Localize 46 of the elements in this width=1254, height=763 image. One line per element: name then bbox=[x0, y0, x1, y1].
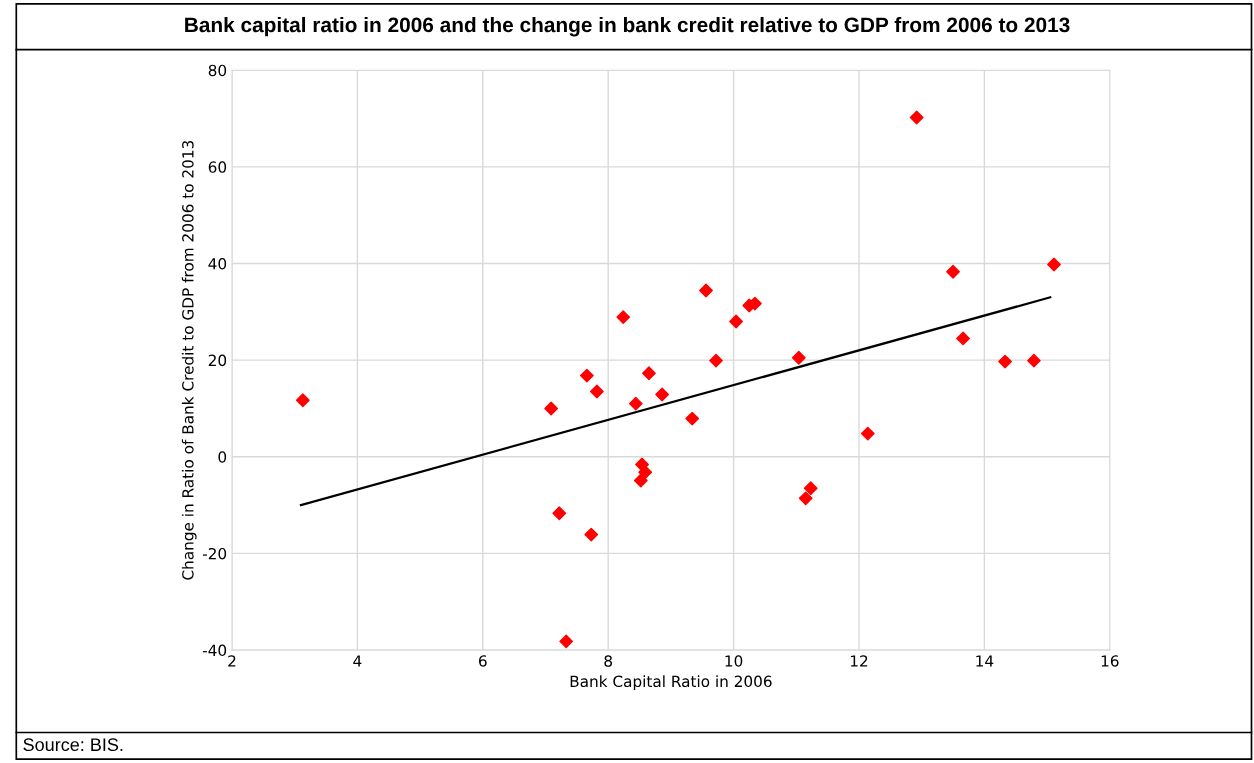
point bbox=[295, 393, 310, 408]
x-tick-label: 4 bbox=[353, 655, 362, 667]
point bbox=[638, 465, 653, 480]
y-axis-title: Change in Ratio of Bank Credit to GDP from 2006 to 2013 bbox=[181, 140, 197, 580]
point bbox=[946, 264, 960, 279]
point bbox=[633, 473, 648, 488]
x-axis-title: Bank Capital Ratio in 2006 bbox=[570, 675, 772, 691]
source-note: Source: BIS. bbox=[23, 738, 123, 752]
point bbox=[860, 426, 875, 441]
point bbox=[699, 283, 713, 298]
y-tick-label: 0 bbox=[218, 451, 227, 463]
y-tick-label: 40 bbox=[208, 257, 227, 270]
point bbox=[579, 368, 594, 383]
x-tick-label: 2 bbox=[228, 655, 236, 667]
point bbox=[803, 481, 818, 496]
y-tick-label: 80 bbox=[208, 64, 227, 77]
x-tick-label: 8 bbox=[604, 655, 612, 667]
point bbox=[1027, 353, 1041, 368]
x-tick-label: 12 bbox=[850, 655, 868, 667]
point bbox=[1047, 257, 1061, 272]
chart-title: Bank capital ratio in 2006 and the change in bank credit relative to GDP from 2006 to 2013 bbox=[185, 16, 1070, 37]
point bbox=[552, 506, 567, 521]
point bbox=[685, 411, 700, 426]
x-tick-label: 14 bbox=[976, 655, 994, 667]
y-tick-label: -20 bbox=[202, 547, 227, 560]
point bbox=[628, 396, 643, 411]
point bbox=[559, 634, 574, 649]
point bbox=[729, 314, 744, 329]
point bbox=[616, 310, 631, 325]
y-tick-label: 20 bbox=[208, 354, 227, 367]
point bbox=[798, 491, 813, 506]
x-tick-label: 16 bbox=[1101, 655, 1119, 667]
point bbox=[998, 354, 1012, 369]
x-tick-label: 10 bbox=[725, 655, 743, 667]
y-tick-label: 60 bbox=[208, 161, 227, 173]
point bbox=[791, 350, 806, 365]
point bbox=[544, 401, 559, 416]
point bbox=[956, 331, 970, 346]
point bbox=[584, 527, 599, 542]
point bbox=[655, 387, 670, 402]
point bbox=[709, 353, 723, 368]
point bbox=[589, 384, 604, 399]
x-tick-label: 6 bbox=[479, 655, 487, 667]
point bbox=[642, 366, 656, 381]
point bbox=[909, 110, 924, 125]
y-tick-label: -40 bbox=[202, 644, 227, 657]
